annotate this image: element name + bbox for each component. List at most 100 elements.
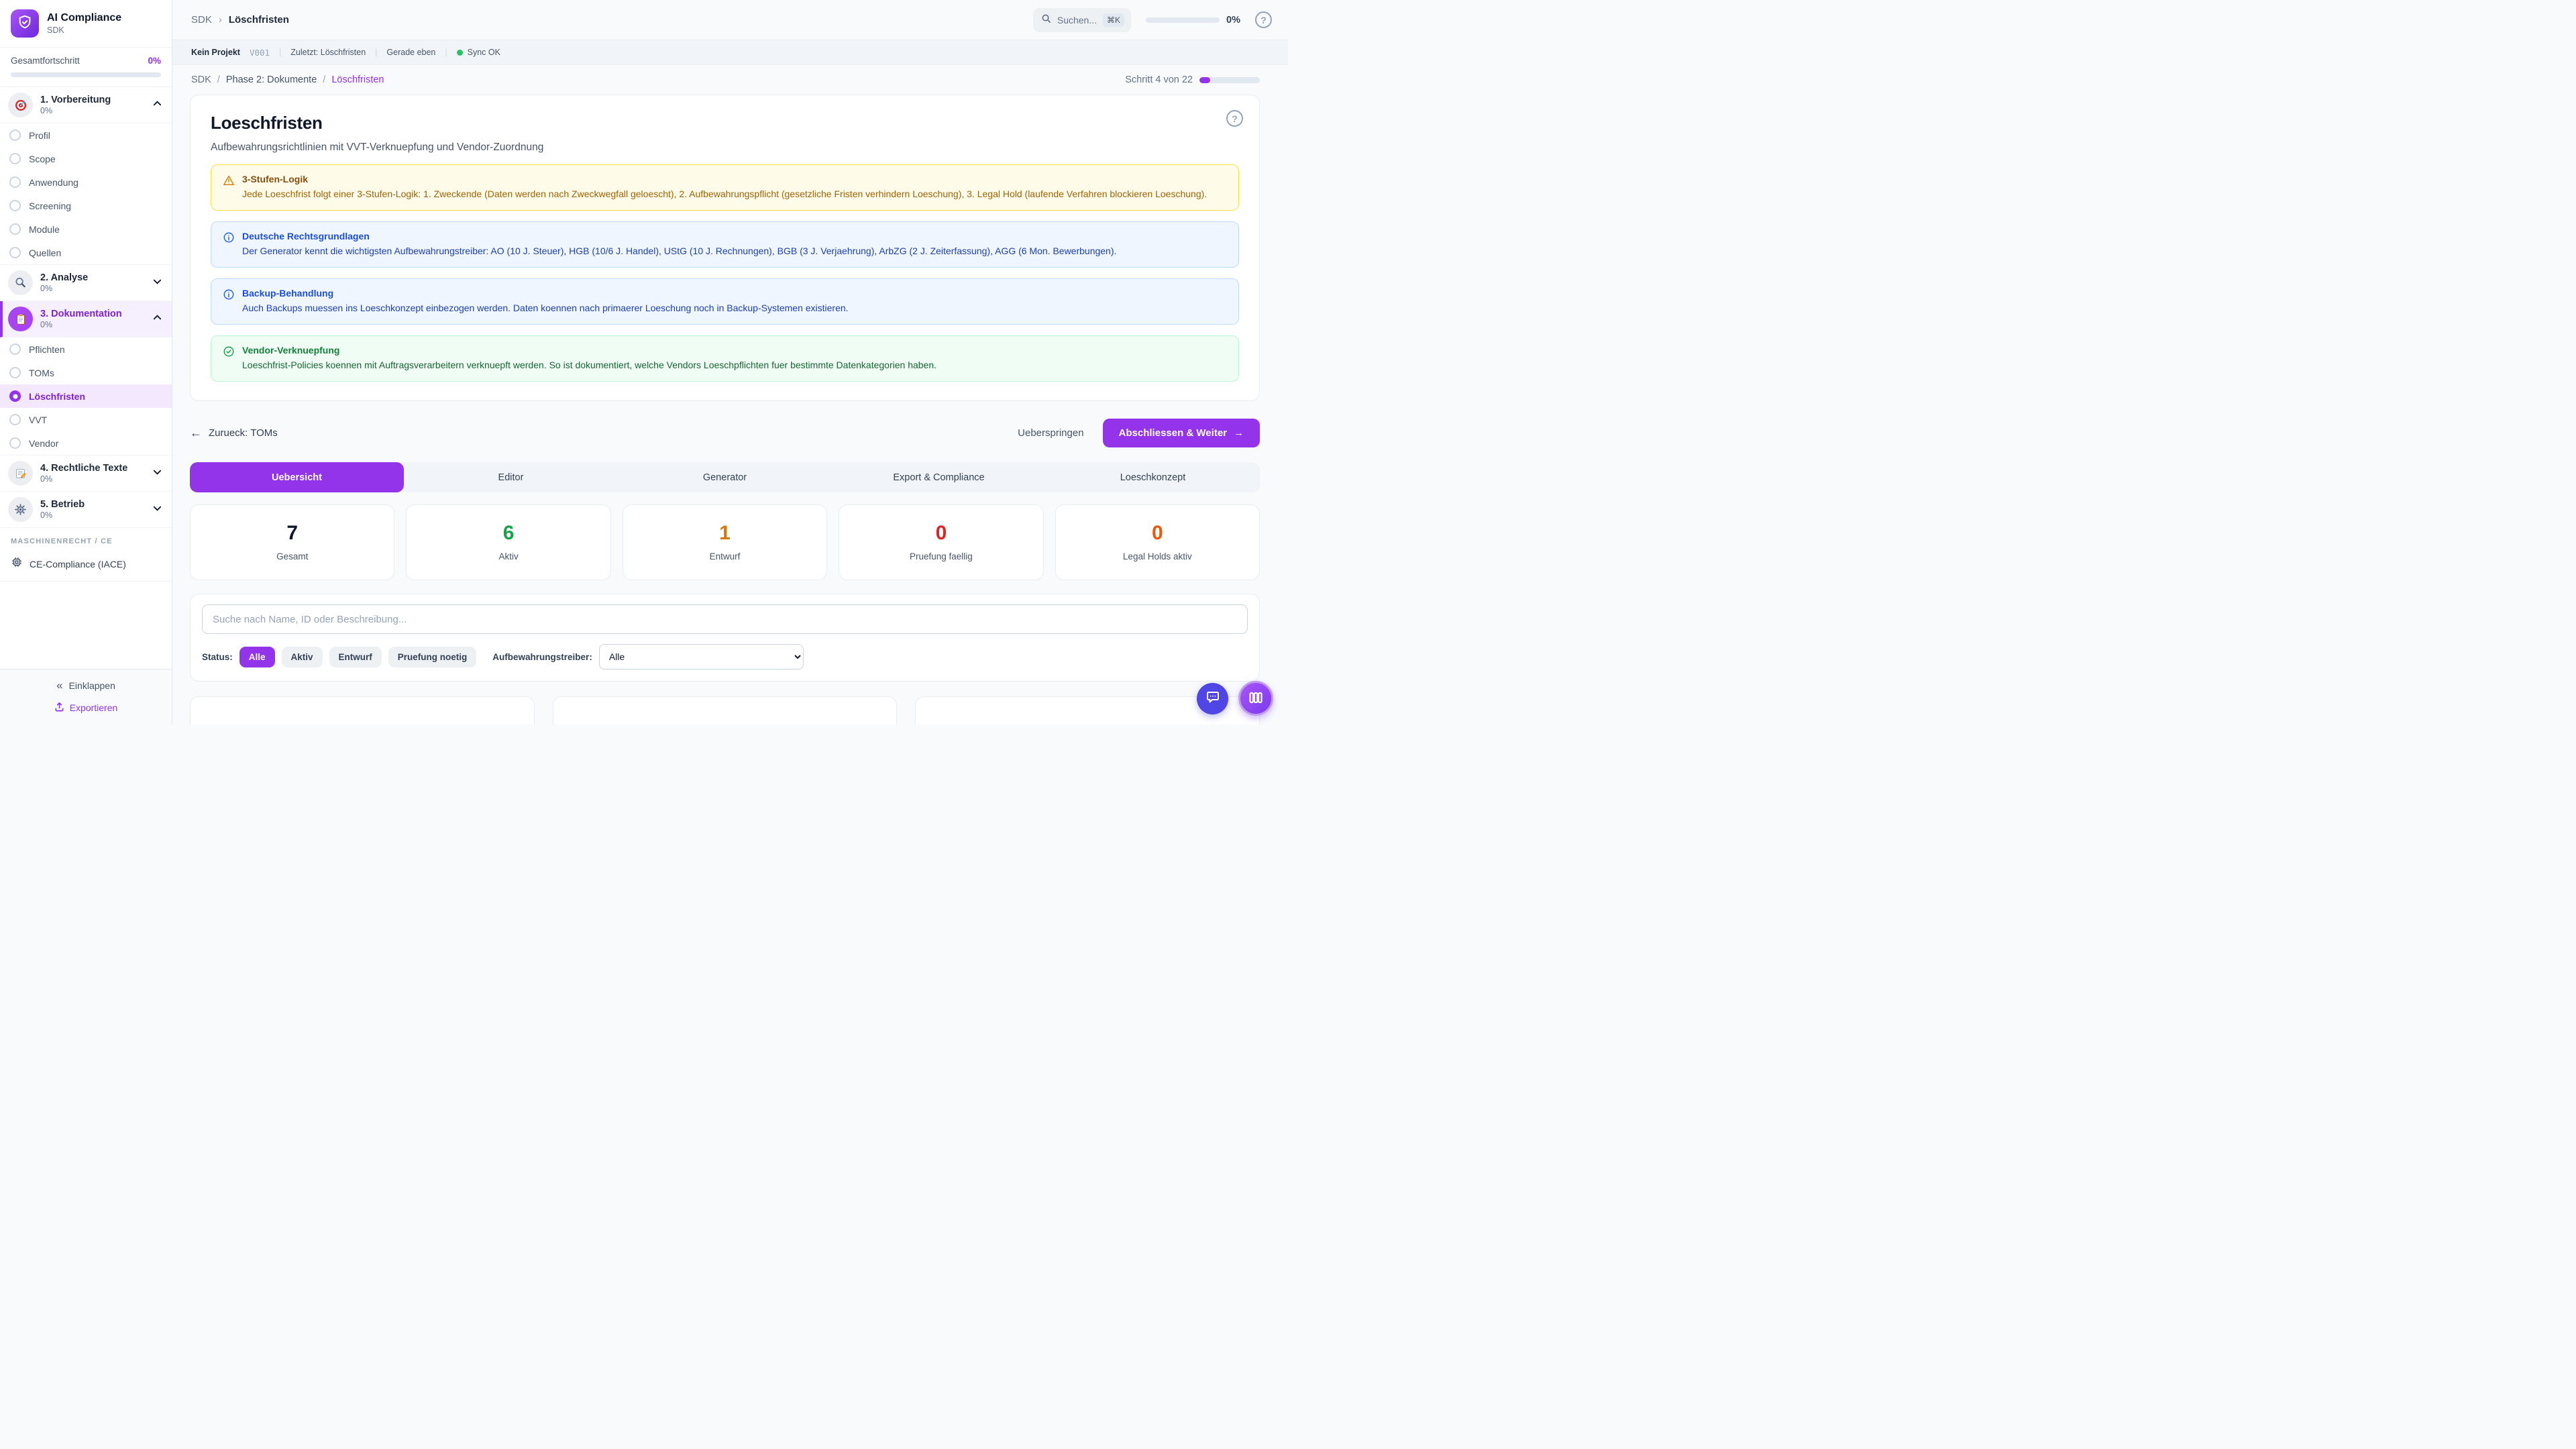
tab-uebersicht[interactable]: Uebersicht xyxy=(190,462,404,492)
main-area: SDK › Löschfristen Suchen... ⌘K 0% ? Kei… xyxy=(172,0,1288,724)
next-label: Abschliessen & Weiter xyxy=(1118,427,1227,439)
policy-card[interactable] xyxy=(552,696,898,724)
sidebar-phase-vorbereitung[interactable]: 1. Vorbereitung 0% xyxy=(0,87,172,123)
skip-button[interactable]: Ueberspringen xyxy=(1018,427,1084,439)
sidebar-item-quellen[interactable]: Quellen xyxy=(0,241,172,265)
radio-icon xyxy=(9,200,21,211)
sync-label: Sync OK xyxy=(467,48,500,57)
filter-card: Status: Alle Aktiv Entwurf Pruefung noet… xyxy=(190,594,1260,682)
sidebar: AI Compliance SDK Gesamtfortschritt 0% 1… xyxy=(0,0,172,724)
ce-compliance-label: CE-Compliance (IACE) xyxy=(30,558,126,570)
project-name: Kein Projekt xyxy=(191,48,240,57)
check-circle-icon xyxy=(223,345,235,372)
tab-bar: Uebersicht Editor Generator Export & Com… xyxy=(190,462,1260,492)
sidebar-item-pflichten[interactable]: Pflichten xyxy=(0,337,172,361)
sidebar-item-module[interactable]: Module xyxy=(0,217,172,241)
tab-editor[interactable]: Editor xyxy=(498,472,524,483)
status-chip-pruefung-noetig[interactable]: Pruefung noetig xyxy=(388,646,477,667)
policy-card[interactable] xyxy=(190,696,535,724)
overall-progress-track xyxy=(11,72,161,77)
crumb-separator: / xyxy=(217,74,220,85)
search-placeholder: Suchen... xyxy=(1057,14,1097,25)
back-button[interactable]: ← Zurueck: TOMs xyxy=(190,426,278,440)
global-search-button[interactable]: Suchen... ⌘K xyxy=(1032,7,1132,32)
sidebar-item-profil[interactable]: Profil xyxy=(0,123,172,147)
sync-status: Sync OK xyxy=(456,48,500,57)
status-chip-alle[interactable]: Alle xyxy=(239,646,275,667)
driver-select[interactable]: Alle xyxy=(598,644,804,669)
stat-card-aktiv: 6 Aktiv xyxy=(406,504,611,580)
tab-generator[interactable]: Generator xyxy=(702,472,747,483)
header-progress: 0% xyxy=(1146,15,1240,25)
crumb-root[interactable]: SDK xyxy=(191,74,211,85)
sidebar-item-loeschfristen[interactable]: Löschfristen xyxy=(0,384,172,408)
clipboard-icon xyxy=(8,307,33,331)
tab-export-compliance[interactable]: Export & Compliance xyxy=(893,472,985,483)
phase-percent: 0% xyxy=(40,511,53,520)
status-chip-entwurf[interactable]: Entwurf xyxy=(329,646,382,667)
sidebar-item-label: Pflichten xyxy=(29,343,65,355)
stat-value: 7 xyxy=(286,522,299,544)
sidebar-item-anwendung[interactable]: Anwendung xyxy=(0,170,172,194)
complete-next-button[interactable]: Abschliessen & Weiter → xyxy=(1102,419,1260,447)
radio-icon xyxy=(9,176,21,188)
crumb-separator: / xyxy=(323,74,326,85)
wizard-nav-row: ← Zurueck: TOMs Ueberspringen Abschliess… xyxy=(190,419,1260,447)
columns-icon xyxy=(1248,690,1264,708)
chevron-down-icon xyxy=(152,503,162,517)
crumb-phase[interactable]: Phase 2: Dokumente xyxy=(225,74,317,85)
sidebar-item-vvt[interactable]: VVT xyxy=(0,408,172,431)
info-circle-icon xyxy=(223,231,235,258)
header-progress-value: 0% xyxy=(1226,14,1240,25)
tab-loeschkonzept[interactable]: Loeschkonzept xyxy=(1120,472,1186,483)
infobox-title: 3-Stufen-Logik xyxy=(242,174,308,184)
collapse-sidebar-button[interactable]: « Einklappen xyxy=(56,679,115,692)
infobox-body: Loeschfrist-Policies koennen mit Auftrag… xyxy=(242,360,937,370)
chevron-right-icon: › xyxy=(218,14,222,25)
sidebar-item-label: Profil xyxy=(29,129,50,141)
sidebar-phase-betrieb[interactable]: 5. Betrieb 0% xyxy=(0,492,172,528)
breadcrumb-root[interactable]: SDK xyxy=(191,14,212,25)
divider: | xyxy=(279,48,282,57)
last-visited: Zuletzt: Löschfristen xyxy=(290,48,366,57)
stat-value: 0 xyxy=(935,522,947,544)
infobox-3-stufen-logik: 3-Stufen-Logik Jede Loeschfrist folgt ei… xyxy=(211,164,1239,211)
sidebar-phase-analyse[interactable]: 2. Analyse 0% xyxy=(0,265,172,301)
stat-card-entwurf: 1 Entwurf xyxy=(622,504,828,580)
status-chip-aktiv[interactable]: Aktiv xyxy=(281,646,323,667)
step-label: Schritt 4 von 22 xyxy=(1125,74,1193,85)
sidebar-item-ce-compliance[interactable]: CE-Compliance (IACE) xyxy=(0,551,172,582)
board-view-button[interactable] xyxy=(1238,681,1273,716)
last-saved-time: Gerade eben xyxy=(386,48,436,57)
radio-icon xyxy=(9,414,21,425)
radio-icon xyxy=(9,343,21,355)
chevron-down-icon xyxy=(152,276,162,290)
help-icon[interactable]: ? xyxy=(1255,11,1272,28)
search-icon xyxy=(1041,13,1051,27)
chevron-up-icon xyxy=(152,99,162,112)
sidebar-item-vendor[interactable]: Vendor xyxy=(0,431,172,455)
phase-label: 1. Vorbereitung xyxy=(40,95,111,105)
infobox-title: Vendor-Verknuepfung xyxy=(242,345,340,356)
sidebar-phase-dokumentation[interactable]: 3. Dokumentation 0% xyxy=(0,301,172,337)
infobox-backup-behandlung: Backup-Behandlung Auch Backups muessen i… xyxy=(211,278,1239,325)
policy-search-input[interactable] xyxy=(202,604,1248,634)
page-bar: SDK / Phase 2: Dokumente / Löschfristen … xyxy=(172,65,1288,85)
overall-progress-label: Gesamtfortschritt xyxy=(11,56,80,66)
app-logo xyxy=(11,9,39,38)
sidebar-section-header: MASCHINENRECHT / CE xyxy=(11,537,113,545)
chat-assistant-button[interactable] xyxy=(1197,682,1228,714)
phase-percent: 0% xyxy=(40,474,53,484)
stat-label: Entwurf xyxy=(709,551,741,561)
sidebar-item-toms[interactable]: TOMs xyxy=(0,361,172,384)
export-button[interactable]: Exportieren xyxy=(54,702,117,714)
chevron-up-icon xyxy=(152,313,162,326)
policy-cards-row xyxy=(190,696,1260,724)
card-help-icon[interactable]: ? xyxy=(1226,110,1243,127)
sidebar-phase-rechtliche-texte[interactable]: 4. Rechtliche Texte 0% xyxy=(0,455,172,492)
sidebar-item-screening[interactable]: Screening xyxy=(0,194,172,217)
infobox-title: Backup-Behandlung xyxy=(242,288,334,299)
radio-icon xyxy=(9,153,21,164)
sidebar-item-scope[interactable]: Scope xyxy=(0,147,172,170)
infobox-body: Auch Backups muessen ins Loeschkonzept e… xyxy=(242,303,849,313)
